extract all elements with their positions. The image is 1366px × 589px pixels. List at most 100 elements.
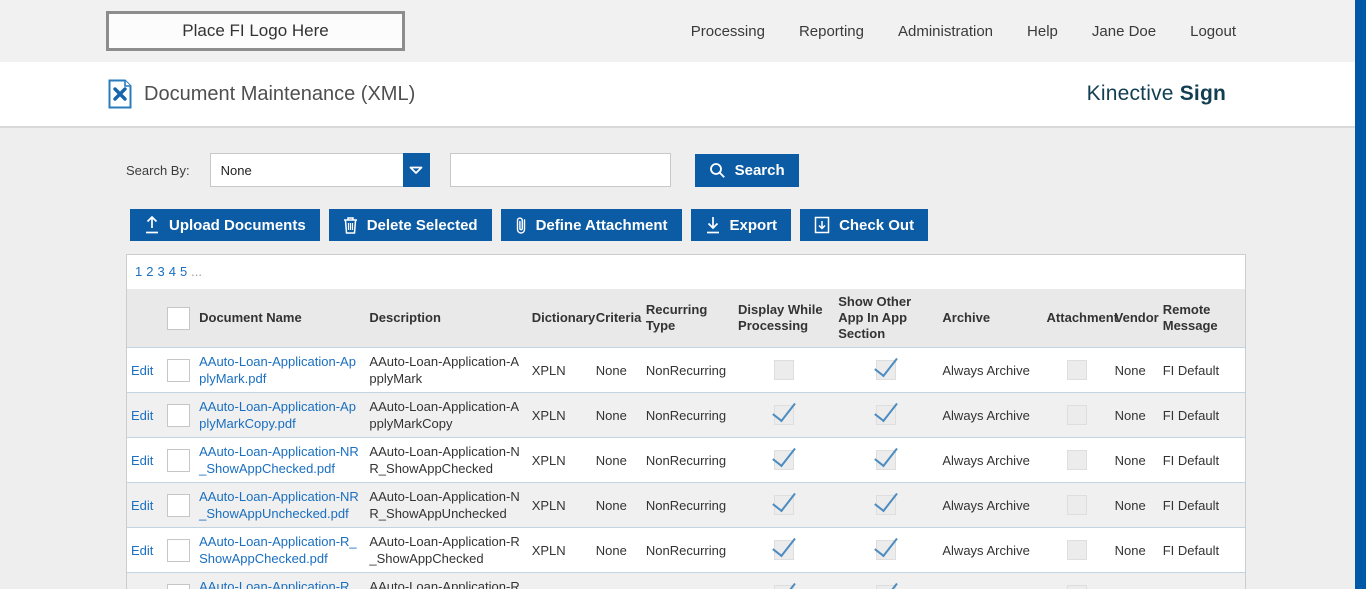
attachment-checkbox[interactable]: [1066, 450, 1087, 470]
row-select-checkbox[interactable]: [167, 538, 191, 562]
upload-documents-button[interactable]: Upload Documents: [130, 209, 320, 241]
archive-cell: Always Archive: [938, 392, 1043, 438]
fi-logo-placeholder: Place FI Logo Here: [106, 11, 405, 51]
page-link-5[interactable]: 5: [179, 264, 188, 279]
row-select-checkbox[interactable]: [167, 403, 191, 427]
remote-message-cell: FI Default: [1158, 572, 1245, 589]
document-name-link[interactable]: AAuto-Loan-Application-NR_ShowAppUncheck…: [199, 489, 359, 521]
edit-link[interactable]: Edit: [131, 542, 154, 558]
show-other-app-cell: [834, 392, 939, 438]
row-select-checkbox[interactable]: [167, 583, 191, 589]
attachment-checkbox[interactable]: [1066, 360, 1087, 380]
row-select-checkbox[interactable]: [167, 448, 191, 472]
display-while-processing-cell: [734, 347, 835, 393]
nav-item-processing[interactable]: Processing: [690, 22, 765, 40]
table-row: Edit AAuto-Loan-Application-ApplyMark.pdf…: [127, 347, 1245, 393]
show-other-app-checkbox[interactable]: [876, 450, 897, 470]
nav-item-administration[interactable]: Administration: [897, 22, 994, 40]
display-while-processing-cell: [734, 527, 835, 573]
vendor-cell: None: [1110, 572, 1159, 589]
attachment-checkbox[interactable]: [1066, 540, 1087, 560]
row-select-checkbox[interactable]: [167, 358, 191, 382]
edit-link[interactable]: Edit: [131, 452, 154, 468]
attachment-cell: [1042, 572, 1111, 589]
search-by-dropdown[interactable]: None: [209, 153, 430, 187]
show-other-app-checkbox[interactable]: [876, 585, 897, 589]
select-cell: [163, 527, 196, 573]
document-name-link[interactable]: AAuto-Loan-Application-ApplyMarkCopy.pdf: [199, 399, 356, 431]
attachment-checkbox[interactable]: [1066, 495, 1087, 515]
attachment-checkbox[interactable]: [1066, 585, 1087, 589]
display-while-processing-checkbox[interactable]: [774, 405, 795, 425]
criteria-cell: None: [591, 482, 642, 528]
archive-cell: Always Archive: [938, 572, 1043, 589]
page-link-3[interactable]: 3: [157, 264, 165, 279]
show-other-app-checkbox[interactable]: [876, 405, 897, 425]
show-other-app-cell: [834, 482, 939, 528]
search-by-label: Search By:: [126, 162, 190, 178]
search-button[interactable]: Search: [694, 153, 799, 187]
edit-link[interactable]: Edit: [131, 588, 153, 589]
header-show-other-app: Show Other App In App Section: [834, 289, 939, 348]
document-name-link[interactable]: AAuto-Loan-Application-R_ShowAppUnchecke…: [199, 579, 357, 589]
edit-link[interactable]: Edit: [131, 407, 154, 423]
nav-item-logout[interactable]: Logout: [1190, 22, 1236, 40]
dictionary-cell: XPLN: [527, 392, 592, 438]
edit-link[interactable]: Edit: [131, 362, 154, 378]
attachment-checkbox[interactable]: [1066, 405, 1087, 425]
document-name-link[interactable]: AAuto-Loan-Application-NR_ShowAppChecked…: [199, 444, 359, 476]
table-row: Edit AAuto-Loan-Application-R_ShowAppUnch…: [127, 572, 1245, 589]
display-while-processing-cell: [734, 437, 835, 483]
display-while-processing-checkbox[interactable]: [774, 360, 795, 380]
header-criteria: Criteria: [591, 289, 642, 348]
brand-logo: Kinective Sign: [1086, 82, 1226, 105]
show-other-app-checkbox[interactable]: [876, 360, 897, 380]
display-while-processing-checkbox[interactable]: [774, 450, 795, 470]
page-link-2[interactable]: 2: [146, 264, 154, 279]
criteria-cell: None: [591, 392, 642, 438]
recurring-type-cell: NonRecurring: [641, 347, 735, 393]
recurring-type-cell: NonRecurring: [641, 392, 735, 438]
check-out-icon: [814, 216, 830, 234]
toolbar: Upload Documents Delete Selected Define …: [130, 209, 1366, 241]
select-cell: [163, 437, 196, 483]
criteria-cell: None: [591, 527, 642, 573]
table-row: Edit AAuto-Loan-Application-NR_ShowAppUnc…: [127, 482, 1245, 528]
edit-link[interactable]: Edit: [131, 497, 154, 513]
delete-selected-button[interactable]: Delete Selected: [328, 209, 492, 241]
edit-cell: Edit: [127, 347, 164, 393]
export-button[interactable]: Export: [690, 209, 792, 241]
row-select-checkbox[interactable]: [167, 493, 191, 517]
display-while-processing-checkbox[interactable]: [774, 585, 795, 589]
search-input[interactable]: [449, 153, 671, 187]
chevron-down-icon[interactable]: [402, 153, 430, 187]
nav-item-help[interactable]: Help: [1027, 22, 1058, 40]
nav-item-reporting[interactable]: Reporting: [798, 22, 864, 40]
select-cell: [163, 572, 196, 589]
document-xml-icon: [108, 79, 132, 109]
show-other-app-checkbox[interactable]: [876, 540, 897, 560]
show-other-app-checkbox[interactable]: [876, 495, 897, 515]
archive-cell: Always Archive: [938, 527, 1043, 573]
display-while-processing-checkbox[interactable]: [774, 540, 795, 560]
display-while-processing-checkbox[interactable]: [774, 495, 795, 515]
edit-cell: Edit: [127, 482, 164, 528]
edit-cell: Edit: [127, 392, 164, 438]
document-name-link[interactable]: AAuto-Loan-Application-R_ShowAppChecked.…: [199, 534, 357, 566]
vendor-cell: None: [1110, 437, 1159, 483]
documents-table-container: 1 2 3 4 5... Document Name Description Dicti…: [126, 254, 1246, 589]
edit-cell: Edit: [127, 437, 164, 483]
define-attachment-button[interactable]: Define Attachment: [500, 209, 682, 241]
documents-table-body: Edit AAuto-Loan-Application-ApplyMark.pdf…: [127, 347, 1245, 589]
document-name-cell: AAuto-Loan-Application-NR_ShowAppUncheck…: [195, 482, 366, 528]
fi-logo-placeholder-label: Place FI Logo Here: [182, 21, 329, 40]
check-out-button[interactable]: Check Out: [800, 209, 929, 241]
paperclip-icon: [515, 216, 527, 235]
header-remote-message: Remote Message: [1158, 289, 1245, 348]
page-link-1[interactable]: 1: [135, 264, 143, 279]
document-name-link[interactable]: AAuto-Loan-Application-ApplyMark.pdf: [199, 354, 356, 386]
page-link-4[interactable]: 4: [168, 264, 176, 279]
select-all-checkbox[interactable]: [167, 306, 191, 330]
document-name-cell: AAuto-Loan-Application-R_ShowAppUnchecke…: [195, 572, 366, 589]
nav-item-jane-doe[interactable]: Jane Doe: [1091, 22, 1157, 40]
